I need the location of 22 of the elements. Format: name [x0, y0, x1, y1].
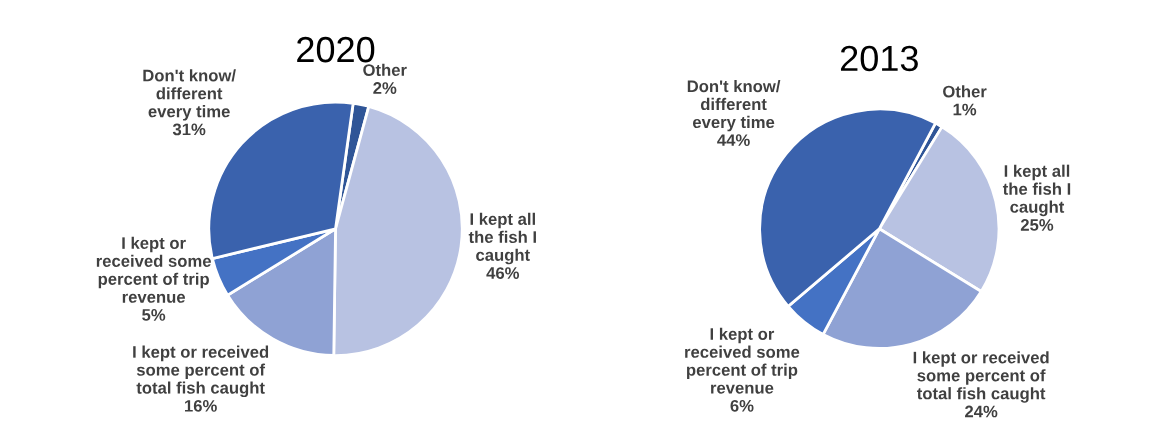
data-label: 2% [373, 82, 397, 94]
data-label: 25% [1020, 219, 1054, 231]
data-label: 16% [185, 399, 217, 412]
slice-label: Don't know/ different every time [143, 69, 236, 121]
slice-label: I kept or received some percent of total fish caught [133, 345, 269, 398]
slice-label: I kept or received some percent of trip revenue [685, 327, 800, 394]
slice-label: I kept or received some percent of total fish caught [913, 351, 1049, 403]
slice-label: Don't know/ different every time [687, 79, 781, 132]
slice-label: I kept all the fish I caught [1002, 164, 1071, 217]
slice-label: I kept or received some percent of trip revenue [96, 236, 211, 303]
chart-title: 2013 [840, 45, 918, 72]
data-label: 44% [717, 134, 750, 146]
data-label: 31% [172, 123, 206, 136]
slice-label: Other [363, 63, 407, 76]
slice-label: Other [943, 85, 987, 98]
chart-title: 2020 [297, 36, 375, 63]
data-label: 6% [730, 399, 754, 412]
data-label: 46% [486, 267, 520, 279]
slice-label: I kept all the fish I caught [468, 212, 536, 265]
data-label: 24% [965, 405, 998, 418]
data-label: 1% [953, 103, 977, 116]
data-label: 5% [142, 309, 166, 321]
